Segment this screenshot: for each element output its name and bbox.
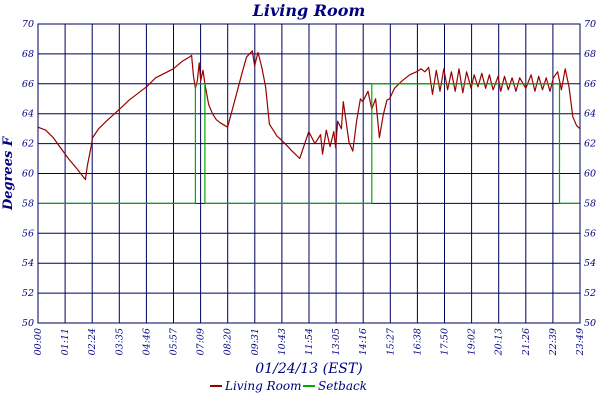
y-ticks-right: 50 52 54 56 58 60 62 64 66 68 70 <box>584 19 596 329</box>
y-tick-label-right: 60 <box>584 169 596 180</box>
y-tick-label: 54 <box>22 258 34 269</box>
x-tick-label: 17:50 <box>440 328 451 355</box>
y-tick-label: 50 <box>22 318 34 329</box>
y-axis-label: Degrees F <box>1 136 16 211</box>
x-tick-label: 21:26 <box>521 328 532 356</box>
legend-label: Living Room <box>224 379 302 393</box>
x-tick-label: 02:24 <box>87 328 98 355</box>
y-tick-label-right: 58 <box>584 198 596 209</box>
y-tick-label-right: 68 <box>584 49 596 60</box>
x-tick-label: 03:35 <box>114 328 125 355</box>
x-tick-label: 19:02 <box>467 328 478 355</box>
plot-frame <box>37 23 581 324</box>
x-tick-label: 09:31 <box>250 328 261 355</box>
x-tick-label: 01:11 <box>60 328 71 355</box>
chart-title: Living Room <box>252 1 366 20</box>
y-tick-label-right: 56 <box>584 228 596 239</box>
x-axis-label: 01/24/13 (EST) <box>255 361 362 377</box>
series-line-living-room <box>37 50 581 181</box>
legend-label: Setback <box>318 379 367 393</box>
x-tick-label: 05:57 <box>169 327 180 355</box>
x-tick-label: 13:05 <box>331 328 342 355</box>
x-tick-label: 20:13 <box>494 328 505 356</box>
x-tick-label: 16:38 <box>412 328 423 355</box>
x-tick-label: 14:16 <box>358 328 369 355</box>
x-tick-label: 08:20 <box>223 328 234 355</box>
x-tick-label: 23:49 <box>575 328 586 356</box>
y-tick-label-right: 66 <box>584 79 596 90</box>
x-tick-label: 11:54 <box>304 328 315 355</box>
y-tick-label-right: 70 <box>584 19 596 30</box>
y-tick-label: 62 <box>22 139 34 150</box>
y-tick-label-right: 62 <box>584 139 596 150</box>
y-tick-label: 70 <box>22 19 34 30</box>
x-ticks: 00:00 01:11 02:24 03:35 04:46 05:57 07:09 08:20… <box>33 327 586 356</box>
y-tick-label-right: 64 <box>584 109 596 120</box>
series-line-setback <box>38 83 580 204</box>
y-tick-label: 58 <box>22 198 34 209</box>
x-tick-label: 22:39 <box>548 328 559 356</box>
y-ticks-left: 50 52 54 56 58 60 62 64 66 68 70 <box>22 19 34 329</box>
y-tick-label-right: 54 <box>584 258 596 269</box>
y-tick-label: 64 <box>22 109 34 120</box>
y-tick-label-right: 52 <box>584 288 596 299</box>
x-tick-label: 00:00 <box>33 328 44 355</box>
y-tick-label: 56 <box>22 228 34 239</box>
y-tick-label: 60 <box>22 169 34 180</box>
y-tick-label: 52 <box>22 288 34 299</box>
y-tick-label: 68 <box>22 49 34 60</box>
series-group <box>37 50 581 204</box>
x-tick-label: 10:43 <box>277 328 288 355</box>
y-tick-label: 66 <box>22 79 34 90</box>
y-tick-label-right: 50 <box>584 318 596 329</box>
x-tick-label: 07:09 <box>196 328 207 355</box>
x-tick-label: 15:27 <box>385 327 396 355</box>
x-tick-label: 04:46 <box>141 328 152 355</box>
legend: Living Room Setback <box>210 379 367 393</box>
grid <box>37 23 581 324</box>
